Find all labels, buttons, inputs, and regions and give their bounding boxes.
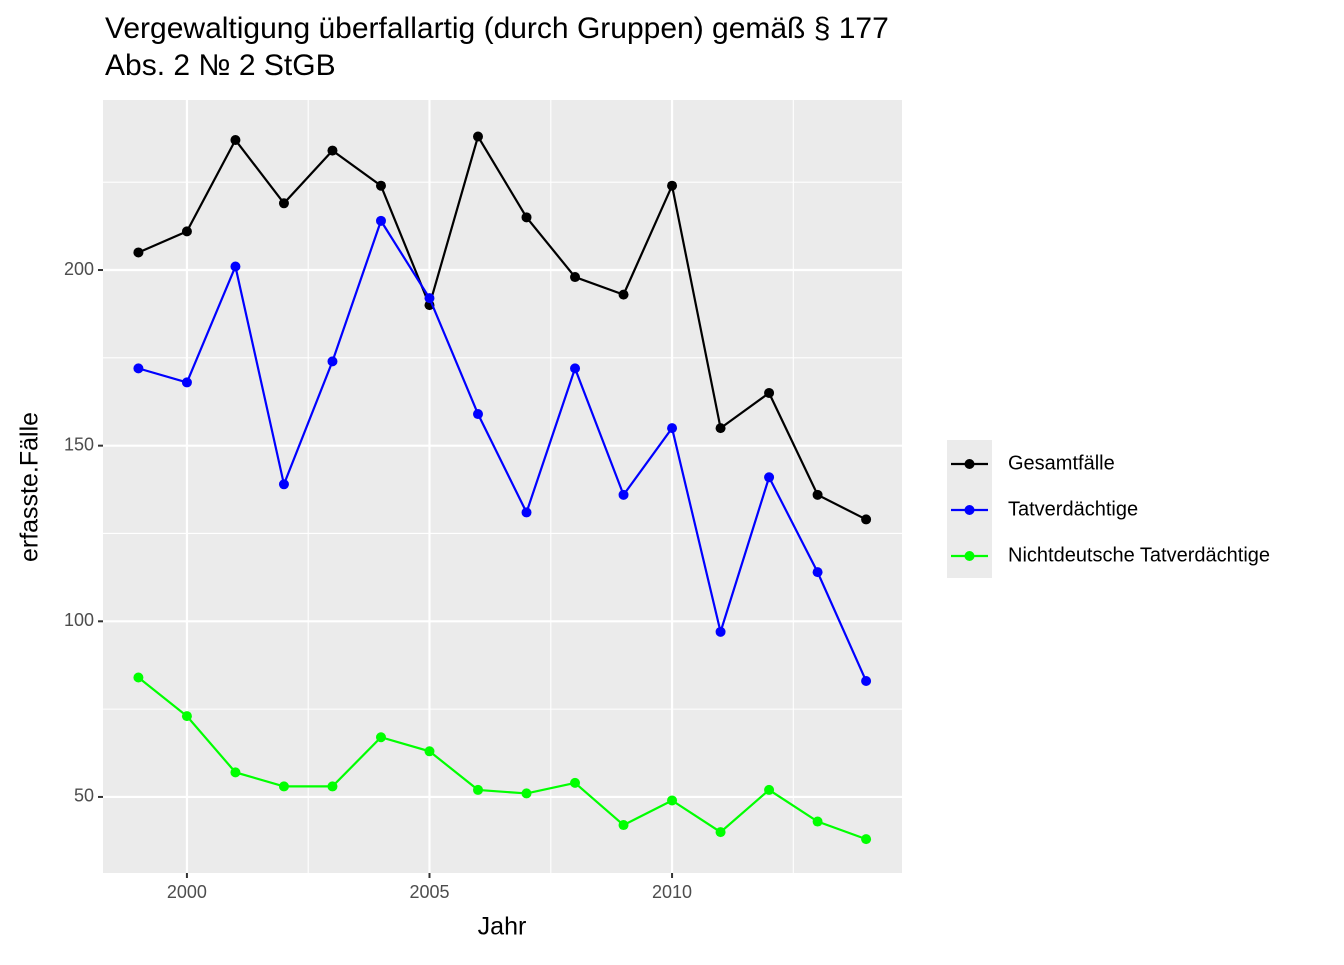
x-tick-label: 2005	[409, 882, 449, 902]
data-point	[133, 363, 144, 374]
data-point	[667, 423, 678, 434]
y-tick-label: 100	[64, 610, 94, 630]
legend-key-point	[964, 459, 975, 469]
data-point	[230, 135, 241, 146]
data-point	[424, 293, 435, 304]
data-point	[521, 212, 532, 223]
data-point	[715, 827, 726, 838]
data-point	[133, 247, 144, 258]
data-point	[667, 795, 678, 806]
legend-label: Nichtdeutsche Tatverdächtige	[1008, 544, 1270, 566]
x-axis-title: Jahr	[478, 913, 527, 941]
data-point	[375, 215, 386, 226]
data-point	[861, 834, 872, 845]
data-point	[327, 356, 338, 367]
data-point	[473, 409, 484, 420]
y-tick-label: 200	[64, 259, 94, 279]
data-point	[764, 387, 775, 398]
data-point	[861, 676, 872, 687]
data-point	[181, 226, 192, 237]
data-point	[764, 472, 775, 483]
y-tick-label: 150	[64, 434, 94, 454]
data-point	[375, 180, 386, 191]
data-point	[618, 820, 629, 831]
data-point	[812, 567, 823, 578]
series-line	[138, 218, 868, 682]
data-point	[812, 816, 823, 827]
data-point	[424, 746, 435, 757]
plot-panel	[103, 100, 902, 873]
legend-label: Tatverdächtige	[1008, 498, 1138, 520]
series-line	[137, 676, 867, 841]
legend-key-point	[964, 505, 975, 515]
x-tick-label: 2010	[652, 882, 692, 902]
data-point	[570, 363, 581, 374]
chart-title: Abs. 2 № 2 StGB	[105, 49, 336, 82]
x-tick-label: 2000	[167, 882, 207, 902]
series-line	[137, 133, 867, 521]
data-point	[570, 272, 581, 283]
y-axis-title: erfasste.Fälle	[16, 412, 44, 562]
data-point	[521, 507, 532, 518]
legend-label: Gesamtfälle	[1008, 452, 1115, 474]
data-point	[181, 377, 192, 388]
data-point	[570, 777, 581, 788]
data-point	[715, 626, 726, 637]
data-point	[133, 672, 144, 683]
data-point	[861, 514, 872, 525]
data-point	[230, 261, 241, 272]
data-point	[812, 489, 823, 500]
y-tick-label: 50	[74, 786, 94, 806]
data-point	[278, 781, 289, 792]
data-point	[327, 145, 338, 156]
data-point	[667, 180, 678, 191]
legend-key-point	[964, 551, 975, 561]
data-point	[618, 489, 629, 500]
data-point	[473, 784, 484, 795]
data-point	[618, 289, 629, 300]
data-point	[230, 767, 241, 778]
data-point	[521, 788, 532, 799]
data-point	[764, 784, 775, 795]
data-point	[715, 423, 726, 434]
chart-title: Vergewaltigung überfallartig (durch Grup…	[105, 12, 889, 45]
data-point	[181, 711, 192, 722]
data-point	[278, 479, 289, 490]
data-point	[278, 198, 289, 209]
data-point	[473, 131, 484, 142]
data-point	[327, 781, 338, 792]
data-point	[375, 732, 386, 743]
